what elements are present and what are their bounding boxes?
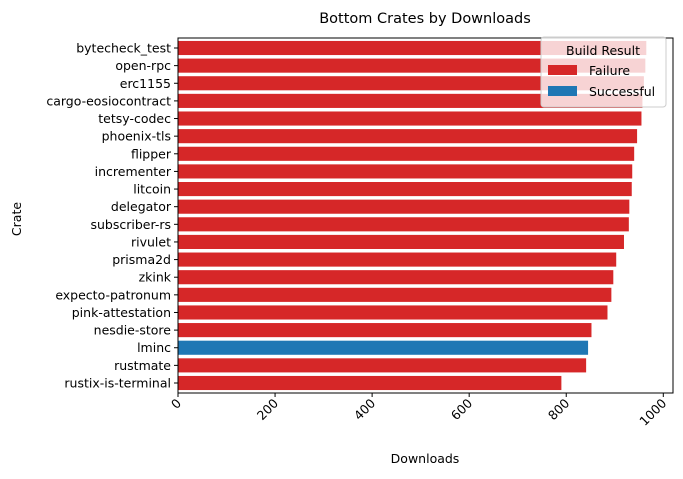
y-tick-label: erc1155 xyxy=(120,76,171,91)
legend-title: Build Result xyxy=(566,43,640,58)
legend-label-failure: Failure xyxy=(589,63,630,78)
y-tick-label: prisma2d xyxy=(112,252,171,267)
y-tick-label: tetsy-codec xyxy=(98,111,171,126)
legend-label-successful: Successful xyxy=(589,84,655,99)
bar-expecto-patronum xyxy=(178,287,612,302)
bar-zkink xyxy=(178,270,614,285)
bar-flipper xyxy=(178,146,635,161)
y-tick-label: rustix-is-terminal xyxy=(64,376,171,391)
y-tick-label: bytecheck_test xyxy=(76,41,171,56)
bar-delegator xyxy=(178,199,630,214)
bar-open-rpc xyxy=(178,58,646,73)
y-tick-label: phoenix-tls xyxy=(102,129,171,144)
bar-tetsy-codec xyxy=(178,111,642,126)
y-tick-label: rustmate xyxy=(114,358,171,373)
y-axis-label: Crate xyxy=(9,202,24,236)
y-tick-label: cargo-eosiocontract xyxy=(46,93,171,108)
legend-swatch-failure xyxy=(548,65,577,75)
legend-swatch-successful xyxy=(548,86,577,96)
y-tick-label: open-rpc xyxy=(115,58,171,73)
bar-phoenix-tls xyxy=(178,129,638,144)
y-tick-label: flipper xyxy=(131,146,172,161)
bar-nesdie-store xyxy=(178,323,592,338)
y-tick-label: zkink xyxy=(139,270,172,285)
y-tick-label: pink-attestation xyxy=(72,305,171,320)
bar-lminc xyxy=(178,340,589,355)
y-tick-label: nesdie-store xyxy=(94,323,172,338)
bar-incrementer xyxy=(178,164,633,179)
bar-cargo-eosiocontract xyxy=(178,93,643,108)
bar-litcoin xyxy=(178,182,632,197)
bar-subscriber-rs xyxy=(178,217,629,232)
y-tick-label: rivulet xyxy=(131,234,171,249)
y-tick-label: delegator xyxy=(111,199,172,214)
plot-frame xyxy=(177,37,674,394)
y-tick-label: incrementer xyxy=(95,164,172,179)
bar-rustmate xyxy=(178,358,587,373)
chart-title: Bottom Crates by Downloads xyxy=(319,11,531,27)
bar-rustix-is-terminal xyxy=(178,375,562,391)
bar-prisma2d xyxy=(178,252,617,267)
bar-rivulet xyxy=(178,234,624,249)
bar-bytecheck-test xyxy=(178,40,647,56)
y-tick-label: litcoin xyxy=(133,182,171,197)
y-tick-label: lminc xyxy=(137,340,171,355)
x-axis-label: Downloads xyxy=(391,451,460,466)
bar-pink-attestation xyxy=(178,305,608,320)
bar-erc1155 xyxy=(178,76,644,91)
y-tick-label: subscriber-rs xyxy=(91,217,172,232)
legend: Build Result Failure Successful xyxy=(540,36,667,108)
y-tick-label: expecto-patronum xyxy=(55,287,171,302)
